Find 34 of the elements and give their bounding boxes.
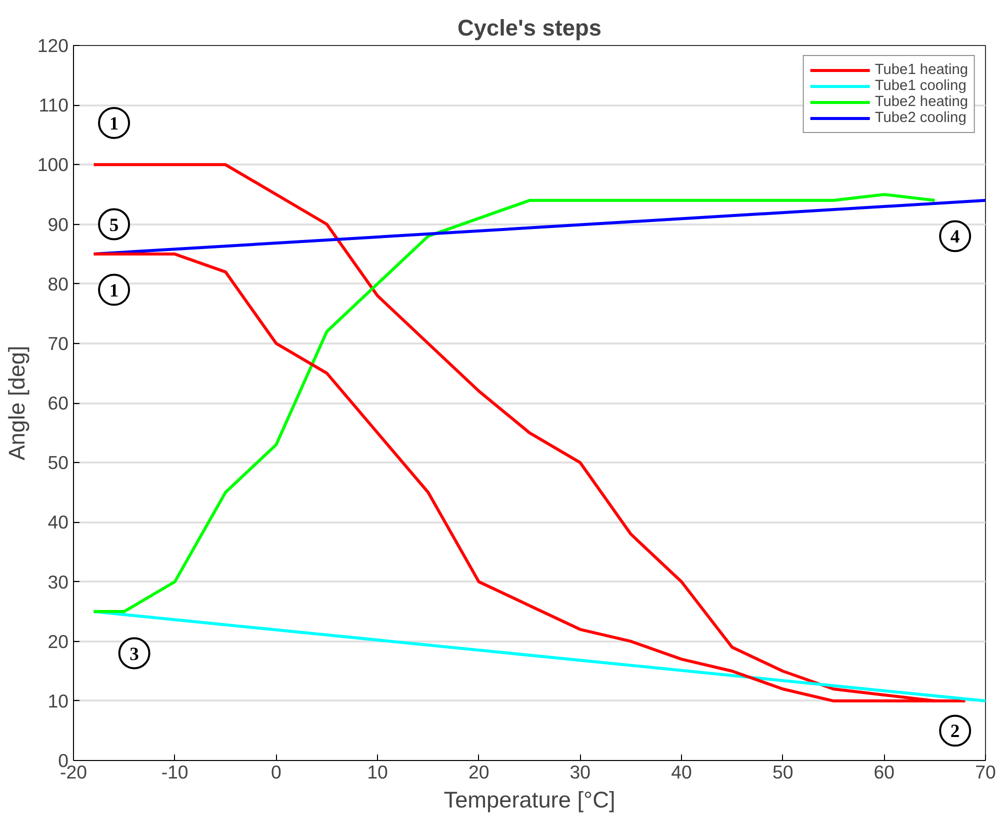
legend-label: Tube1 cooling [874, 78, 966, 94]
annotation: 3 [130, 644, 139, 665]
x-tick-label: 20 [468, 762, 490, 782]
annotation: 1 [109, 113, 119, 134]
y-tick-label: 50 [48, 452, 69, 474]
y-tick-label: 60 [48, 392, 69, 414]
x-axis-title: Temperature [°C] [444, 786, 616, 812]
annotation: 4 [950, 226, 960, 248]
y-tick-label: 10 [48, 690, 69, 712]
x-tick-label: 40 [671, 762, 692, 782]
x-tick-label: 10 [367, 762, 388, 782]
annotation: 5 [109, 214, 119, 236]
annotation: 1 [109, 280, 119, 302]
x-tick-label: 50 [772, 762, 794, 782]
x-tick-label: -10 [161, 762, 188, 782]
y-tick-label: 80 [48, 273, 69, 294]
legend-label: Tube1 heating [874, 62, 968, 78]
y-tick-label: 40 [48, 512, 69, 533]
y-tick-label: 110 [38, 94, 69, 116]
chart-title: Cycle's steps [458, 14, 602, 40]
y-tick-label: 20 [48, 630, 69, 652]
legend-label: Tube2 cooling [874, 110, 966, 126]
y-tick-label: 120 [37, 35, 69, 56]
y-tick-label: 100 [37, 154, 69, 176]
y-axis-title: Angle [deg] [3, 346, 30, 460]
x-tick-label: 70 [975, 762, 996, 782]
x-tick-label: 0 [270, 762, 282, 782]
y-tick-label: 70 [48, 332, 69, 354]
x-tick-label: 30 [570, 762, 591, 782]
x-tick-label: 60 [874, 762, 895, 782]
y-tick-label: 90 [48, 214, 69, 235]
y-tick-label: 30 [48, 571, 69, 592]
annotation: 2 [950, 721, 960, 742]
legend-label: Tube2 heating [874, 94, 968, 110]
